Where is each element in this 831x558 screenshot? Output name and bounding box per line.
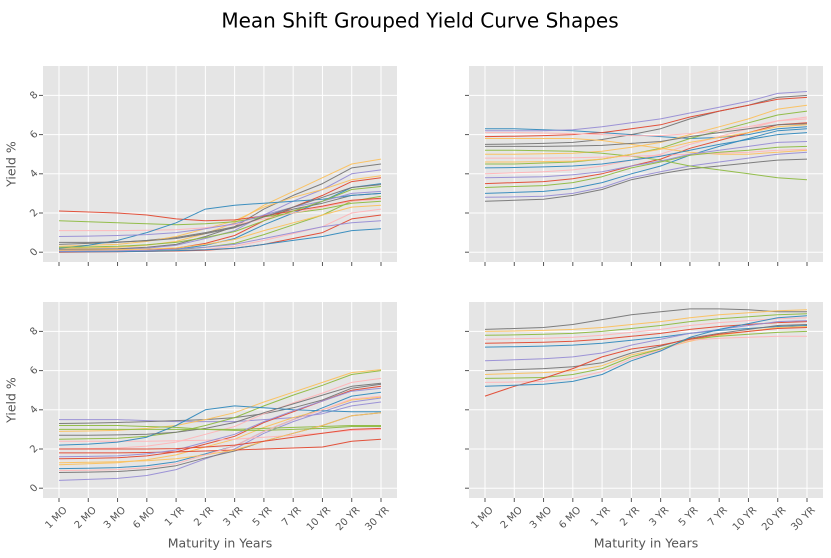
series-line: [485, 91, 808, 132]
series-line: [484, 321, 808, 344]
series-line: [484, 330, 808, 379]
series-line: [59, 382, 382, 436]
series-line: [58, 220, 382, 252]
x-axis-label: Maturity in Years: [594, 536, 699, 551]
series-line: [484, 309, 808, 332]
series-line: [484, 325, 808, 348]
y-axis-label: Yield %: [4, 141, 19, 188]
series-line: [484, 335, 807, 383]
series-line: [485, 138, 808, 155]
axes-top-right: [465, 66, 823, 266]
series-line: [484, 132, 808, 169]
series-line: [484, 158, 808, 202]
series-line: [484, 327, 808, 397]
series-line: [484, 96, 808, 138]
series-line: [59, 228, 382, 253]
x-axis-label: Maturity in Years: [168, 536, 273, 551]
series-line: [485, 124, 808, 163]
series-line: [485, 123, 808, 147]
series-line: [58, 197, 382, 222]
y-axis-label: Yield %: [4, 377, 19, 424]
series-line: [58, 186, 382, 248]
series-line: [58, 192, 382, 249]
series-line: [58, 204, 382, 251]
series-line: [58, 158, 382, 249]
series-line: [58, 405, 381, 446]
series-line: [484, 320, 808, 362]
series-line: [484, 315, 808, 387]
series-line: [485, 118, 808, 137]
series-line: [58, 395, 382, 472]
series-line: [58, 175, 382, 247]
series-line: [484, 141, 808, 179]
series-line: [58, 190, 382, 237]
series-line: [58, 163, 382, 250]
series-line: [59, 184, 382, 243]
series-line: [58, 412, 382, 464]
axes-background: [43, 302, 397, 498]
series-line: [484, 151, 808, 198]
figure-title: Mean Shift Grouped Yield Curve Shapes: [221, 9, 618, 33]
series-line: [484, 308, 807, 330]
series-line: [58, 387, 382, 458]
series-line: [484, 128, 808, 194]
series-line: [59, 427, 382, 450]
series-line: [484, 116, 808, 175]
series-line: [58, 370, 382, 440]
series-line: [58, 200, 382, 226]
series-line: [484, 145, 808, 188]
series-line: [58, 369, 382, 432]
series-line: [485, 104, 808, 155]
series-line: [484, 317, 808, 340]
series-line: [59, 425, 381, 431]
axes-bottom-right: 1 MO 2 MO 3 MO 6 MO 1 YR 2 YR 3 YR 5 YR 7 YR 10 Y…: [465, 302, 823, 551]
series-line: [484, 313, 808, 336]
series-line: [485, 148, 808, 159]
series-line: [58, 383, 382, 424]
series-line: [484, 324, 808, 372]
